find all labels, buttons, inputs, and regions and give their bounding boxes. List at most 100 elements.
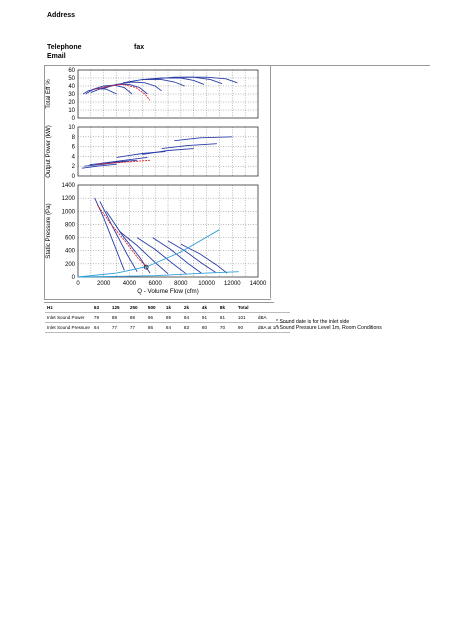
table-cell: 91 [201,315,208,320]
series-curve-red [94,83,151,101]
table-cell: 96 [147,315,154,320]
y-tick-label: 10 [68,108,75,114]
series-curve-blue [99,201,138,272]
y-tick-label: 6 [72,145,76,151]
series-curve-blue [101,156,148,164]
y-tick-label: 0 [72,275,76,281]
fax-label: fax [134,44,145,51]
table-cell: 83 [183,325,190,330]
table-row: Inlet Sound Power 79 88 88 96 95 94 91 81 101 dBA [45,313,290,323]
y-tick-label: 30 [68,92,75,98]
series-curve-blue [118,230,169,275]
note-inlet-side: * Sound date is for the inlet side [276,319,350,325]
table-cell: 250 [129,305,138,310]
table-cell: 77 [111,325,118,330]
table-header-row: Hz 63 125 250 500 1k 2k 4k 8k Total [45,303,290,313]
series-curve-blue [85,84,133,95]
x-axis-label: Q - Volume Flow (cfm) [137,288,199,295]
series-curve-blue [122,79,185,87]
table-cell: 80 [201,325,208,330]
table-cell: Hz [47,305,53,310]
table-cell: 88 [111,315,118,320]
address-label: Address [47,12,76,19]
table-cell: dBA [257,315,267,320]
y-tick-label: 4 [72,154,76,160]
table-cell: 77 [129,325,136,330]
table-cell: 70 [219,325,226,330]
y-tick-label: 0 [72,116,76,122]
note-sound-pressure: * Sound Pressure Level 1m, Room Conditio… [276,325,382,331]
y-tick-label: 1400 [62,183,76,189]
x-tick-label: 12000 [224,281,241,287]
table-cell: 4k [201,305,208,310]
series-curve-blue [167,76,238,84]
y-tick-label: 1200 [62,196,76,202]
table-cell: 81 [219,315,226,320]
series-curve-cyan [77,229,220,278]
table-cell [256,303,290,313]
series-curve-blue [152,237,202,274]
table-cell: 88 [129,315,136,320]
series-curve-red [97,159,151,165]
series-curve-blue [81,163,117,169]
y-axis-label: Static Pressure (Pa) [45,203,52,258]
y-tick-label: 60 [68,68,75,74]
y-tick-label: 40 [68,84,75,90]
x-tick-label: 8000 [174,281,188,287]
y-tick-label: 8 [72,135,76,141]
table-cell: 90 [237,325,244,330]
y-tick-label: 50 [68,76,75,82]
chart-frame-top-rule [270,65,430,66]
x-tick-label: 4000 [123,281,137,287]
sound-table-frame [44,302,274,335]
y-tick-label: 10 [68,125,75,131]
sound-data-table: Hz 63 125 250 500 1k 2k 4k 8k Total Inlet Sound Po… [45,303,290,333]
y-tick-label: 200 [65,262,76,268]
y-axis-label: Output Power (kW) [45,125,52,178]
telephone-label: Telephone [47,44,82,51]
x-tick-label: 14000 [250,281,267,287]
y-tick-label: 400 [65,249,76,255]
series-curve-blue [142,148,194,155]
table-cell: 79 [93,315,100,320]
table-cell: 94 [183,315,190,320]
series-curve-blue [167,240,216,273]
series-curve-blue [180,243,228,274]
chart-frame [44,65,271,300]
table-cell: 86 [147,325,154,330]
y-tick-label: 800 [65,222,76,228]
table-cell: 95 [165,315,172,320]
email-label: Email [47,53,66,60]
table-cell: 125 [111,305,120,310]
table-cell: 2k [183,305,190,310]
series-curve-cyan [77,271,239,278]
table-cell: 84 [165,325,172,330]
series-curve-blue [136,237,187,275]
table-cell: 1k [165,305,172,310]
y-tick-label: 2 [72,164,76,170]
table-cell: 63 [93,305,100,310]
plot-area-2 [77,126,259,177]
y-tick-label: 20 [68,100,75,106]
table-cell: 500 [147,305,156,310]
table-cell: dBA at 1m [257,325,280,330]
chart-frame-divider [270,65,271,298]
duty-point-marker [143,264,149,270]
table-cell: 8k [219,305,226,310]
x-tick-label: 6000 [148,281,162,287]
table-cell: Inlet Sound Pressure [47,325,90,330]
y-tick-label: 0 [72,174,76,180]
x-tick-label: 2000 [97,281,111,287]
x-tick-label: 0 [76,281,80,287]
fan-performance-charts: 0 10 20 30 40 50 60 Total Eff % 0 2 4 6 8 10 Output Po… [45,68,267,295]
table-cell: Total [237,305,249,310]
series-curve-blue [161,143,217,150]
table-cell: 64 [93,325,100,330]
table-row: Inlet Sound Pressure 64 77 77 86 84 83 80 70 90 dB… [45,323,290,333]
x-tick-label: 10000 [198,281,215,287]
series-curve-blue [174,136,233,142]
y-axis-label: Total Eff % [45,79,52,109]
y-tick-label: 600 [65,236,76,242]
table-cell: Inlet Sound Power [47,315,85,320]
y-tick-label: 1000 [62,209,76,215]
